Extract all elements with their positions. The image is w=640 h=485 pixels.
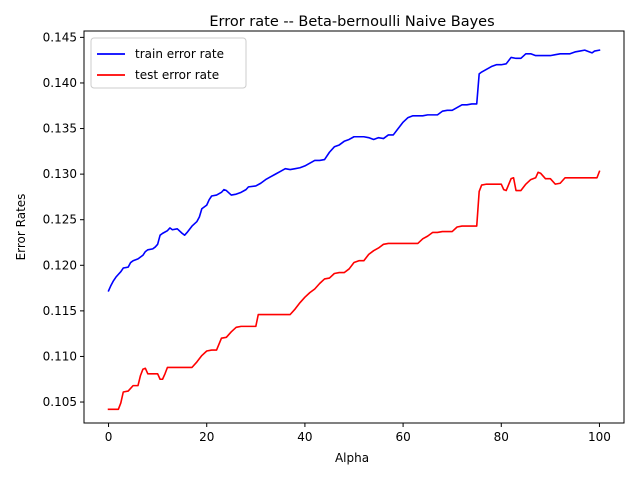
y-tick-label: 0.115 <box>43 304 77 318</box>
x-axis-label: Alpha <box>335 451 369 465</box>
y-tick-label: 0.105 <box>43 395 77 409</box>
x-tick-label: 20 <box>199 430 214 444</box>
y-axis-ticks: 0.105 0.110 0.115 0.120 0.125 0.130 0.135 0.140… <box>43 30 84 409</box>
series-layer <box>107 49 601 411</box>
x-tick-label: 100 <box>588 430 611 444</box>
y-tick-label: 0.135 <box>43 122 77 136</box>
legend-label-train-error-rate: train error rate <box>135 47 224 61</box>
legend: train error rate test error rate <box>90 37 247 89</box>
x-axis-ticks: 0 20 40 60 80 100 <box>105 423 611 444</box>
plot-frame <box>83 30 625 424</box>
x-tick-label: 80 <box>494 430 509 444</box>
y-tick-label: 0.120 <box>43 258 77 272</box>
series-line-train-error-rate <box>107 49 601 292</box>
legend-label-test-error-rate: test error rate <box>135 68 219 82</box>
y-tick-label: 0.130 <box>43 167 77 181</box>
chart-title: Error rate -- Beta-bernoulli Naive Bayes <box>209 14 494 30</box>
y-tick-label: 0.140 <box>43 76 77 90</box>
x-tick-label: 40 <box>297 430 312 444</box>
y-axis-label: Error Rates <box>14 194 28 261</box>
y-tick-label: 0.145 <box>43 30 77 44</box>
legend-box <box>90 37 247 89</box>
y-tick-label: 0.110 <box>43 349 77 363</box>
y-tick-label: 0.125 <box>43 213 77 227</box>
x-tick-label: 60 <box>395 430 410 444</box>
x-tick-label: 0 <box>105 430 113 444</box>
series-line-test-error-rate <box>107 170 601 411</box>
